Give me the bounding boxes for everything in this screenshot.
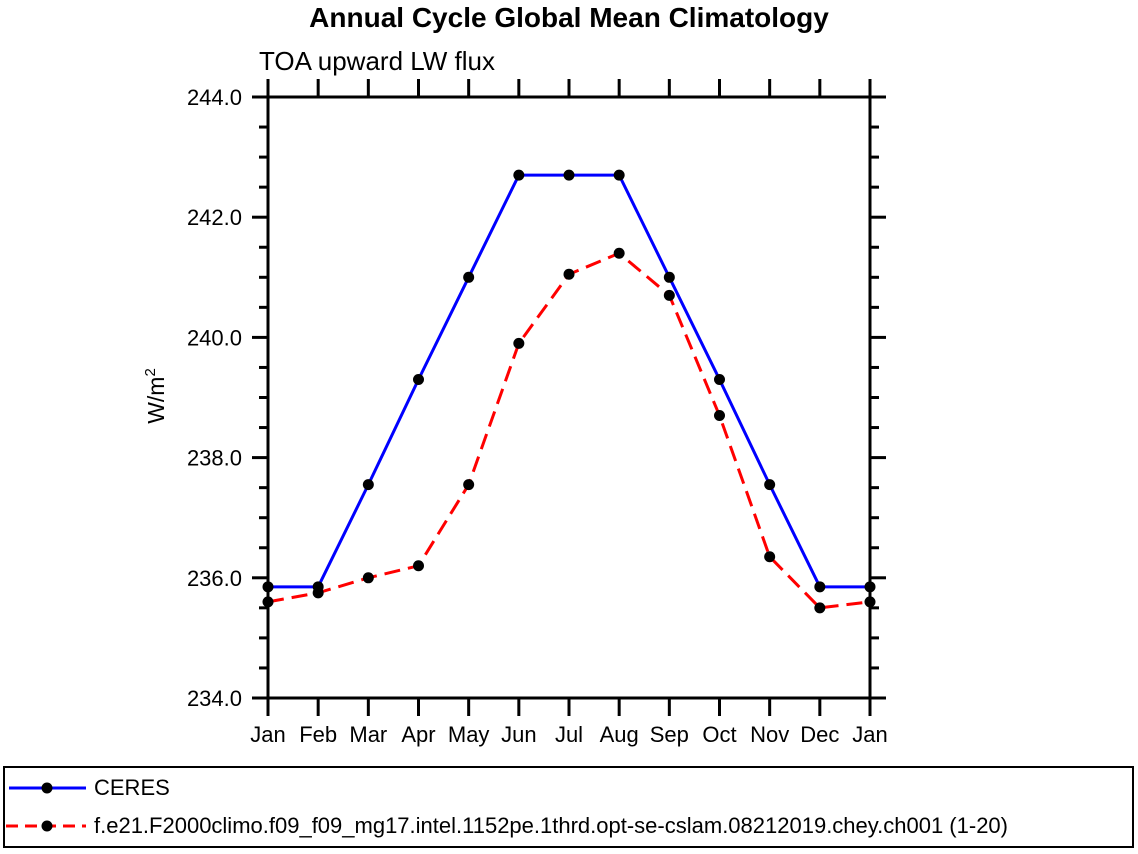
chart-subtitle: TOA upward LW flux xyxy=(259,46,496,76)
data-point-marker xyxy=(362,479,374,491)
data-point-marker xyxy=(864,596,876,608)
data-point-marker xyxy=(814,581,826,593)
data-point-marker xyxy=(764,479,776,491)
chart-title: Annual Cycle Global Mean Climatology xyxy=(309,2,829,33)
x-tick-label: Jan xyxy=(250,722,285,747)
x-tick-label: May xyxy=(448,722,490,747)
data-point-marker xyxy=(764,551,776,563)
data-point-marker xyxy=(563,268,575,280)
x-tick-label: Nov xyxy=(750,722,789,747)
x-tick-label: Dec xyxy=(800,722,839,747)
data-point-marker xyxy=(463,271,475,283)
data-point-marker xyxy=(613,247,625,259)
legend-sample-model xyxy=(6,820,86,832)
x-tick-label: Jul xyxy=(555,722,583,747)
legend-entry-model: f.e21.F2000climo.f09_f09_mg17.intel.1152… xyxy=(5,809,1132,843)
legend-marker-dot xyxy=(41,820,53,832)
legend-label-ceres: CERES xyxy=(94,775,170,800)
x-tick-label: Mar xyxy=(349,722,387,747)
model-line xyxy=(267,251,871,610)
x-tick-label: Feb xyxy=(299,722,337,747)
data-point-marker xyxy=(262,596,274,608)
data-point-marker xyxy=(362,572,374,584)
data-point-marker xyxy=(714,373,725,385)
x-tick-label: Apr xyxy=(401,722,435,747)
y-tick-label: 244.0 xyxy=(187,85,242,110)
x-tick-label: Oct xyxy=(702,722,736,747)
data-point-marker xyxy=(663,271,675,283)
ceres-line xyxy=(268,173,870,589)
data-point-marker xyxy=(312,587,324,599)
x-tick-label: Jun xyxy=(501,722,536,747)
legend: CERES f.e21.F2000climo.f09_f09_mg17.inte… xyxy=(3,766,1134,848)
x-tick-label: Aug xyxy=(600,722,639,747)
data-point-marker xyxy=(463,479,475,491)
data-point-marker xyxy=(613,169,625,181)
data-point-marker xyxy=(663,289,675,301)
x-tick-label: Sep xyxy=(650,722,689,747)
data-point-marker xyxy=(513,337,525,349)
legend-marker-dot xyxy=(41,782,53,794)
data-point-marker xyxy=(714,410,725,422)
data-point-marker xyxy=(262,581,274,593)
data-point-marker xyxy=(513,169,525,181)
legend-label-model: f.e21.F2000climo.f09_f09_mg17.intel.1152… xyxy=(94,813,1008,838)
data-point-marker xyxy=(864,581,876,593)
y-tick-label: 242.0 xyxy=(187,205,242,230)
legend-entry-ceres: CERES xyxy=(5,771,1132,805)
y-tick-label: 234.0 xyxy=(187,686,242,711)
data-point-marker xyxy=(413,373,424,385)
x-tick-label: Jan xyxy=(852,722,887,747)
legend-sample-ceres xyxy=(9,782,86,794)
data-point-marker xyxy=(413,560,424,572)
y-tick-label: 240.0 xyxy=(187,325,242,350)
data-point-marker xyxy=(563,169,575,181)
y-tick-label: 236.0 xyxy=(187,566,242,591)
y-tick-label: 238.0 xyxy=(187,446,242,471)
data-point-marker xyxy=(814,602,826,614)
plot-frame xyxy=(266,95,872,700)
